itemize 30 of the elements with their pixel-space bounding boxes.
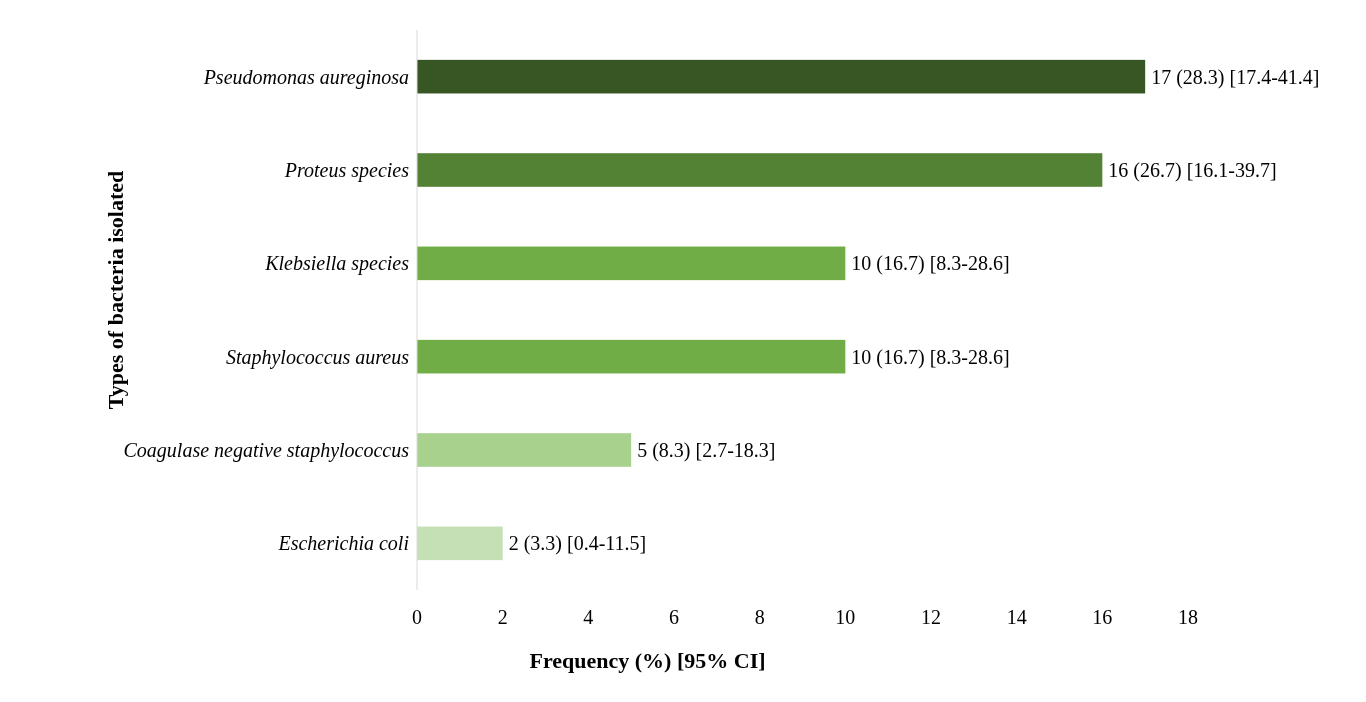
x-tick-label: 4	[583, 606, 594, 628]
bar	[417, 433, 632, 467]
y-tick-label: Escherichia coli	[277, 532, 409, 555]
y-tick-label: Pseudomonas aureginosa	[202, 65, 409, 89]
data-label: 10 (16.7) [8.3-28.6]	[851, 252, 1010, 276]
bar	[417, 339, 846, 374]
y-tick-label: Coagulase negative staphylococcus	[123, 439, 410, 462]
x-tick-label: 6	[669, 606, 679, 628]
x-tick-label: 8	[754, 606, 765, 628]
x-tick-label: 14	[1006, 606, 1027, 628]
bar	[417, 153, 1103, 187]
x-tick-label: 2	[497, 606, 508, 628]
y-tick-label: Proteus species	[283, 159, 410, 182]
x-tick-label: 0	[412, 606, 422, 628]
x-tick-label: 12	[921, 606, 941, 628]
y-tick-label: Klebsiella species	[264, 252, 410, 276]
bar	[417, 246, 846, 281]
y-axis-title: Types of bacteria isolated	[103, 170, 128, 410]
y-tick-label: Staphylococcus aureus	[225, 345, 410, 369]
data-label: 16 (26.7) [16.1-39.7]	[1108, 159, 1277, 182]
data-label: 17 (28.3) [17.4-41.4]	[1151, 65, 1320, 89]
bar	[417, 59, 1146, 94]
x-tick-label: 16	[1092, 606, 1113, 628]
data-label: 10 (16.7) [8.3-28.6]	[851, 345, 1010, 369]
x-axis-title: Frequency (%) [95% CI]	[529, 648, 766, 673]
bar	[417, 526, 503, 561]
x-tick-label: 18	[1178, 606, 1198, 628]
x-tick-label: 10	[835, 606, 856, 628]
data-label: 5 (8.3) [2.7-18.3]	[637, 439, 776, 462]
data-label: 2 (3.3) [0.4-11.5]	[508, 532, 647, 556]
